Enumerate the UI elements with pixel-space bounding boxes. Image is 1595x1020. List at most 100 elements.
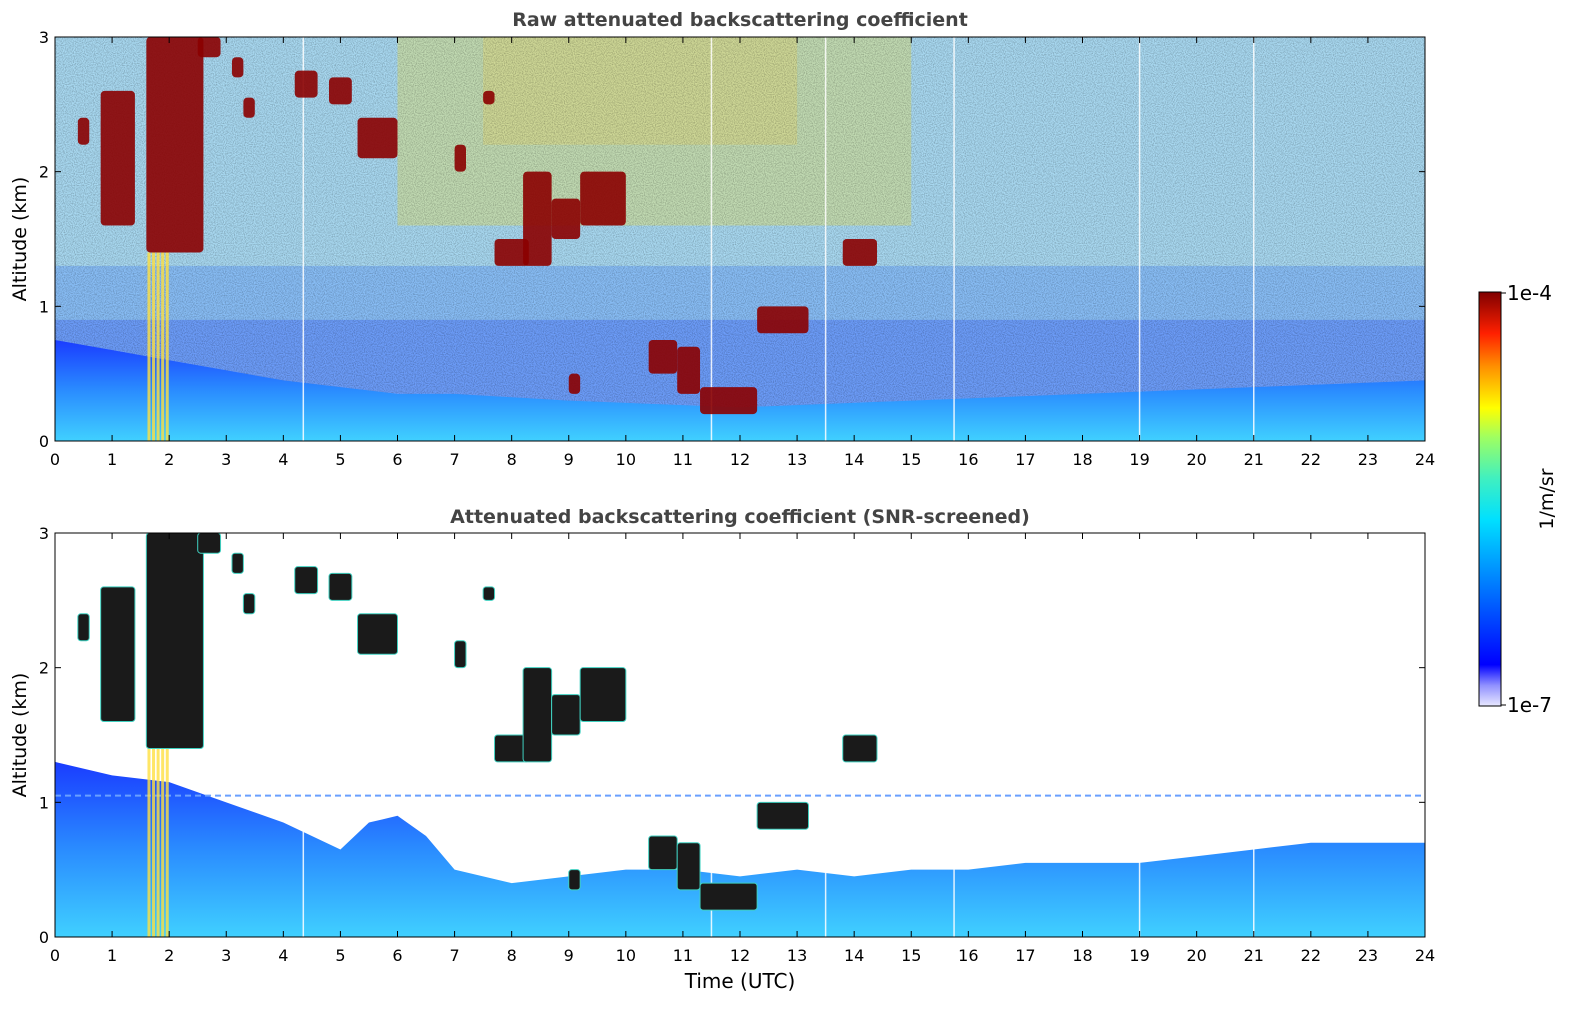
- snr-x-tick-label: 17: [1015, 946, 1035, 965]
- raw-cloud-layer: [100, 90, 135, 226]
- snr-panel-title: Attenuated backscattering coefficient (S…: [450, 506, 1030, 528]
- snr-x-axis-label: Time (UTC): [684, 969, 796, 993]
- colorbar-unit-label: 1/m/sr: [1536, 468, 1558, 529]
- snr-cloud-layer: [676, 842, 701, 891]
- raw-x-tick-label: 22: [1301, 450, 1321, 469]
- raw-x-tick-label: 16: [958, 450, 978, 469]
- snr-x-tick-label: 10: [616, 946, 636, 965]
- snr-x-tick-label: 11: [673, 946, 693, 965]
- snr-y-tick-label: 3: [39, 524, 49, 543]
- snr-vertical-streak: [152, 748, 156, 937]
- raw-x-tick-label: 2: [164, 450, 174, 469]
- snr-x-tick-label: 4: [278, 946, 288, 965]
- snr-y-tick-label: 2: [39, 659, 49, 678]
- raw-vertical-streak: [165, 252, 169, 441]
- snr-x-tick-label: 15: [901, 946, 921, 965]
- raw-cloud-layer: [329, 77, 352, 105]
- raw-vertical-streak: [161, 252, 165, 441]
- raw-y-tick-label: 3: [39, 28, 49, 47]
- snr-cloud-layer: [551, 694, 581, 736]
- snr-cloud-layer: [482, 586, 496, 601]
- snr-cloud-layer: [357, 613, 398, 655]
- raw-x-tick-label: 10: [616, 450, 636, 469]
- raw-x-tick-label: 11: [673, 450, 693, 469]
- raw-y-tick-label: 2: [39, 163, 49, 182]
- raw-cloud-layers: [77, 37, 877, 415]
- snr-cloud-layer: [522, 667, 553, 763]
- snr-cloud-layer: [842, 734, 878, 763]
- raw-cloud-layer: [243, 97, 255, 118]
- snr-vertical-streak: [161, 748, 165, 937]
- snr-cloud-layer: [568, 869, 581, 891]
- snr-x-tick-label: 5: [335, 946, 345, 965]
- snr-x-tick-label: 20: [1186, 946, 1206, 965]
- raw-vertical-streak: [156, 252, 160, 441]
- snr-x-tick-label: 14: [844, 946, 864, 965]
- raw-backscatter-panel: Raw attenuated backscattering coefficien…: [9, 9, 1435, 469]
- raw-cloud-layer: [523, 171, 552, 266]
- raw-cloud-layer: [580, 171, 626, 226]
- raw-cloud-layer: [551, 198, 581, 239]
- snr-y-axis: 0 1 2 3: [39, 524, 1425, 947]
- raw-x-tick-label: 24: [1415, 450, 1435, 469]
- snr-cloud-layer: [328, 572, 353, 601]
- snr-x-tick-label: 19: [1129, 946, 1149, 965]
- snr-cloud-layer: [756, 801, 809, 830]
- snr-vertical-streak: [147, 748, 151, 937]
- raw-y-axis: 0 1 2 3: [39, 28, 1425, 451]
- raw-x-tick-label: 20: [1186, 450, 1206, 469]
- raw-x-tick-label: 6: [392, 450, 402, 469]
- snr-vertical-streaks: [147, 748, 169, 937]
- raw-cloud-layer: [700, 387, 758, 415]
- raw-x-tick-label: 21: [1244, 450, 1264, 469]
- raw-y-tick-label: 0: [39, 432, 49, 451]
- raw-x-tick-label: 8: [507, 450, 517, 469]
- snr-x-tick-label: 2: [164, 946, 174, 965]
- raw-cloud-layer: [842, 239, 877, 266]
- raw-cloud-layer: [483, 90, 495, 105]
- snr-x-tick-label: 22: [1301, 946, 1321, 965]
- snr-x-tick-label: 0: [50, 946, 60, 965]
- snr-cloud-layer: [197, 533, 222, 554]
- snr-cloud-layer: [242, 593, 256, 615]
- snr-x-tick-label: 8: [507, 946, 517, 965]
- raw-cloud-layer: [568, 373, 581, 394]
- raw-cloud-layer: [677, 346, 701, 394]
- snr-x-tick-label: 6: [392, 946, 402, 965]
- snr-x-tick-label: 24: [1415, 946, 1435, 965]
- raw-cloud-layer: [231, 57, 244, 78]
- raw-data-gaps: [302, 37, 1255, 441]
- snr-cloud-layer: [699, 882, 758, 911]
- raw-cloud-layer: [197, 37, 221, 58]
- snr-x-axis: 0 1 2 3 4 5 6 7 8 9 10 11 12 13 14 15 16 17 18 19 20 21 22 23 24: [50, 533, 1435, 965]
- raw-x-tick-label: 18: [1072, 450, 1092, 469]
- raw-panel-title: Raw attenuated backscattering coefficien…: [512, 9, 968, 31]
- raw-x-tick-label: 23: [1358, 450, 1378, 469]
- raw-x-tick-label: 15: [901, 450, 921, 469]
- raw-cloud-layer: [494, 239, 529, 266]
- raw-noise-texture: [55, 37, 1425, 441]
- raw-x-tick-label: 4: [278, 450, 288, 469]
- snr-x-tick-label: 7: [449, 946, 459, 965]
- raw-vertical-streak: [147, 252, 151, 441]
- raw-x-tick-label: 14: [844, 450, 864, 469]
- snr-screened-panel: Attenuated backscattering coefficient (S…: [9, 506, 1435, 993]
- colorbar-max-label: 1e-4: [1507, 281, 1552, 305]
- raw-x-tick-label: 12: [730, 450, 750, 469]
- snr-x-tick-label: 21: [1244, 946, 1264, 965]
- snr-y-axis-label: Altitude (km): [9, 673, 31, 798]
- raw-vertical-streak: [152, 252, 156, 441]
- snr-x-tick-label: 3: [221, 946, 231, 965]
- raw-x-tick-label: 5: [335, 450, 345, 469]
- raw-cloud-layer: [357, 117, 398, 159]
- snr-cloud-layers: [77, 533, 878, 911]
- raw-x-tick-label: 19: [1129, 450, 1149, 469]
- snr-x-tick-label: 1: [107, 946, 117, 965]
- raw-x-tick-label: 7: [449, 450, 459, 469]
- snr-cloud-layer: [100, 586, 136, 723]
- raw-x-tick-label: 17: [1015, 450, 1035, 469]
- snr-plot-area: [55, 533, 1425, 937]
- raw-y-axis-label: Altitude (km): [9, 177, 31, 302]
- raw-x-tick-label: 0: [50, 450, 60, 469]
